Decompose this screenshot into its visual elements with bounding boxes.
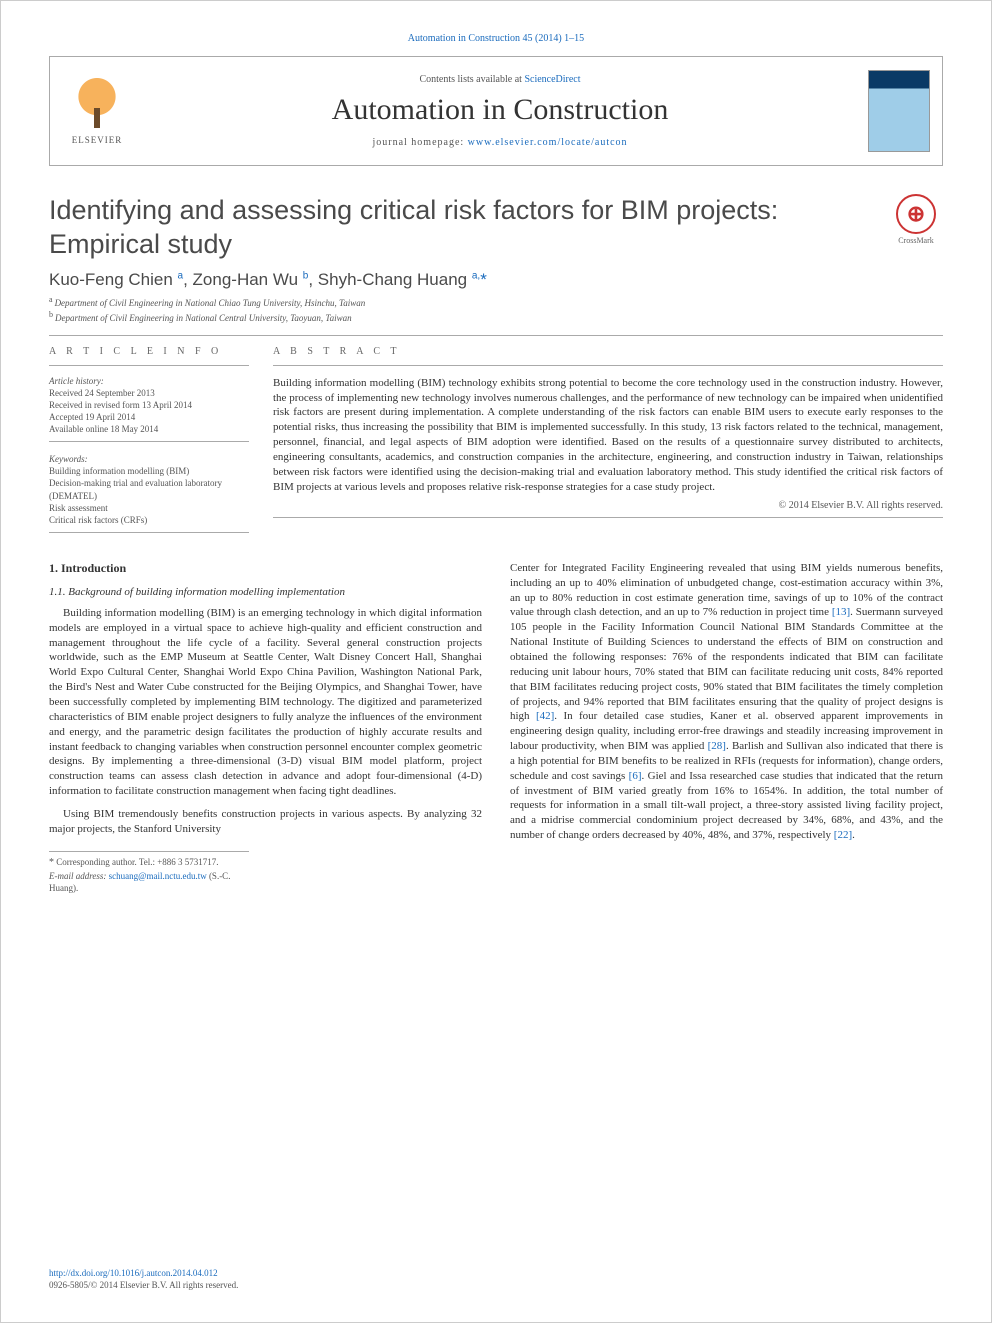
sciencedirect-link[interactable]: ScienceDirect <box>524 74 580 85</box>
abstract-column: A B S T R A C T Building information mod… <box>273 346 943 543</box>
right-column: Center for Integrated Facility Engineeri… <box>510 561 943 895</box>
affiliation-b: bDepartment of Civil Engineering in Nati… <box>49 309 943 325</box>
divider <box>49 365 249 366</box>
divider <box>49 335 943 336</box>
section-heading: 1. Introduction <box>49 561 482 576</box>
title-row: Identifying and assessing critical risk … <box>49 194 943 262</box>
history-label: Article history: <box>49 376 249 386</box>
article-info-heading: A R T I C L E I N F O <box>49 346 249 357</box>
corresponding-author-note: * Corresponding author. Tel.: +886 3 573… <box>49 856 249 870</box>
journal-cover-thumbnail <box>868 70 930 152</box>
keyword: Risk assessment <box>49 502 249 514</box>
email-line: E-mail address: schuang@mail.nctu.edu.tw… <box>49 870 249 895</box>
journal-homepage-line: journal homepage: www.elsevier.com/locat… <box>132 137 868 148</box>
history-line: Received 24 September 2013 <box>49 387 249 399</box>
keywords-label: Keywords: <box>49 454 249 464</box>
affil-sup: b <box>49 310 53 319</box>
elsevier-tree-icon <box>69 77 125 133</box>
elsevier-logo: ELSEVIER <box>62 71 132 151</box>
top-citation: Automation in Construction 45 (2014) 1–1… <box>49 33 943 44</box>
info-abstract-row: A R T I C L E I N F O Article history: R… <box>49 346 943 543</box>
paragraph: Center for Integrated Facility Engineeri… <box>510 561 943 843</box>
abstract-copyright: © 2014 Elsevier B.V. All rights reserved… <box>273 500 943 511</box>
elsevier-word: ELSEVIER <box>72 135 123 145</box>
doi-link[interactable]: http://dx.doi.org/10.1016/j.autcon.2014.… <box>49 1267 238 1280</box>
left-column: 1. Introduction 1.1. Background of build… <box>49 561 482 895</box>
journal-name: Automation in Construction <box>132 93 868 127</box>
subsection-heading: 1.1. Background of building information … <box>49 586 482 598</box>
affil-text: Department of Civil Engineering in Natio… <box>55 298 366 308</box>
page-footer: http://dx.doi.org/10.1016/j.autcon.2014.… <box>49 1267 238 1292</box>
homepage-link[interactable]: www.elsevier.com/locate/autcon <box>468 137 628 148</box>
paragraph: Building information modelling (BIM) is … <box>49 606 482 799</box>
divider <box>49 532 249 533</box>
footnotes: * Corresponding author. Tel.: +886 3 573… <box>49 851 249 895</box>
crossmark-label: CrossMark <box>889 236 943 245</box>
journal-header-box: ELSEVIER Contents lists available at Sci… <box>49 56 943 166</box>
history-line: Received in revised form 13 April 2014 <box>49 399 249 411</box>
body-columns: 1. Introduction 1.1. Background of build… <box>49 561 943 895</box>
article-info-column: A R T I C L E I N F O Article history: R… <box>49 346 249 543</box>
affil-sup: a <box>49 295 53 304</box>
corresponding-text: Corresponding author. Tel.: +886 3 57317… <box>56 857 218 867</box>
body-text: Building information modelling (BIM) is … <box>49 606 482 837</box>
contents-available-line: Contents lists available at ScienceDirec… <box>132 74 868 85</box>
crossmark-icon: ⊕ <box>896 194 936 234</box>
homepage-prefix: journal homepage: <box>372 137 467 148</box>
keyword: Building information modelling (BIM) <box>49 465 249 477</box>
body-text: Center for Integrated Facility Engineeri… <box>510 561 943 843</box>
divider <box>273 517 943 518</box>
header-center: Contents lists available at ScienceDirec… <box>132 74 868 148</box>
divider <box>49 441 249 442</box>
crossmark-widget[interactable]: ⊕ CrossMark <box>889 194 943 245</box>
history-line: Available online 18 May 2014 <box>49 423 249 435</box>
issn-copyright: 0926-5805/© 2014 Elsevier B.V. All right… <box>49 1279 238 1292</box>
email-label: E-mail address: <box>49 871 109 881</box>
affiliation-a: aDepartment of Civil Engineering in Nati… <box>49 294 943 310</box>
page: Automation in Construction 45 (2014) 1–1… <box>0 0 992 1323</box>
contents-prefix: Contents lists available at <box>419 74 524 85</box>
authors-line: Kuo-Feng Chien a, Zong-Han Wu b, Shyh-Ch… <box>49 270 943 290</box>
affil-text: Department of Civil Engineering in Natio… <box>55 313 352 323</box>
abstract-text: Building information modelling (BIM) tec… <box>273 376 943 495</box>
keyword: Critical risk factors (CRFs) <box>49 514 249 526</box>
article-title: Identifying and assessing critical risk … <box>49 194 889 262</box>
keyword: Decision-making trial and evaluation lab… <box>49 477 249 501</box>
paragraph: Using BIM tremendously benefits construc… <box>49 807 482 837</box>
email-link[interactable]: schuang@mail.nctu.edu.tw <box>109 871 207 881</box>
history-line: Accepted 19 April 2014 <box>49 411 249 423</box>
divider <box>273 365 943 366</box>
abstract-heading: A B S T R A C T <box>273 346 943 357</box>
affiliations: aDepartment of Civil Engineering in Nati… <box>49 294 943 325</box>
